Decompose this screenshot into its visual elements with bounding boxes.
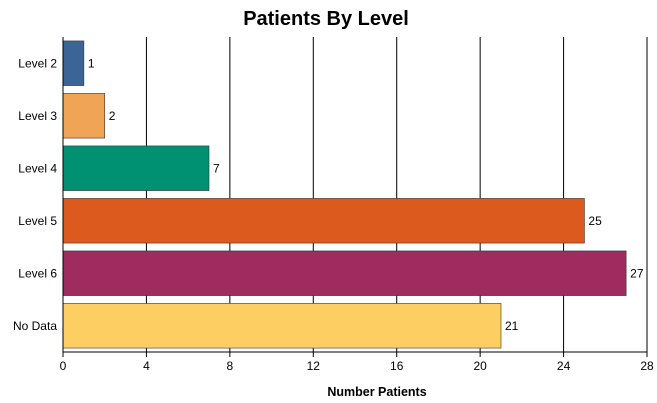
value-label: 27 xyxy=(630,266,644,280)
category-label: Level 6 xyxy=(18,266,57,280)
x-tick-label: 16 xyxy=(390,359,404,373)
category-label: Level 5 xyxy=(18,214,57,228)
category-label: Level 2 xyxy=(18,56,57,70)
x-tick-label: 8 xyxy=(227,359,234,373)
value-label: 25 xyxy=(588,214,602,228)
bar-no-data xyxy=(62,303,502,349)
category-label: Level 4 xyxy=(18,161,57,175)
x-tick-label: 20 xyxy=(473,359,487,373)
plot-area: Level 2 1 Level 3 2 Level 4 7 Level 5 25 Level 6… xyxy=(13,37,654,373)
x-tick-label: 4 xyxy=(143,359,150,373)
value-label: 1 xyxy=(88,56,95,70)
x-tick-label: 12 xyxy=(307,359,321,373)
category-label: No Data xyxy=(13,319,57,333)
x-tick-label: 28 xyxy=(640,359,654,373)
bar-level-2 xyxy=(62,40,85,86)
value-label: 7 xyxy=(213,161,220,175)
bar-level-3 xyxy=(62,93,106,139)
bar-level-6 xyxy=(62,250,627,296)
value-label: 2 xyxy=(109,109,116,123)
bar-level-4 xyxy=(62,145,210,191)
x-tick-label: 24 xyxy=(557,359,571,373)
category-label: Level 3 xyxy=(18,109,57,123)
x-tick-label: 0 xyxy=(60,359,67,373)
chart-title: Patients By Level xyxy=(243,8,409,30)
value-label: 21 xyxy=(505,319,519,333)
x-axis-label: Number Patients xyxy=(327,385,426,399)
bar-level-5 xyxy=(62,198,585,244)
